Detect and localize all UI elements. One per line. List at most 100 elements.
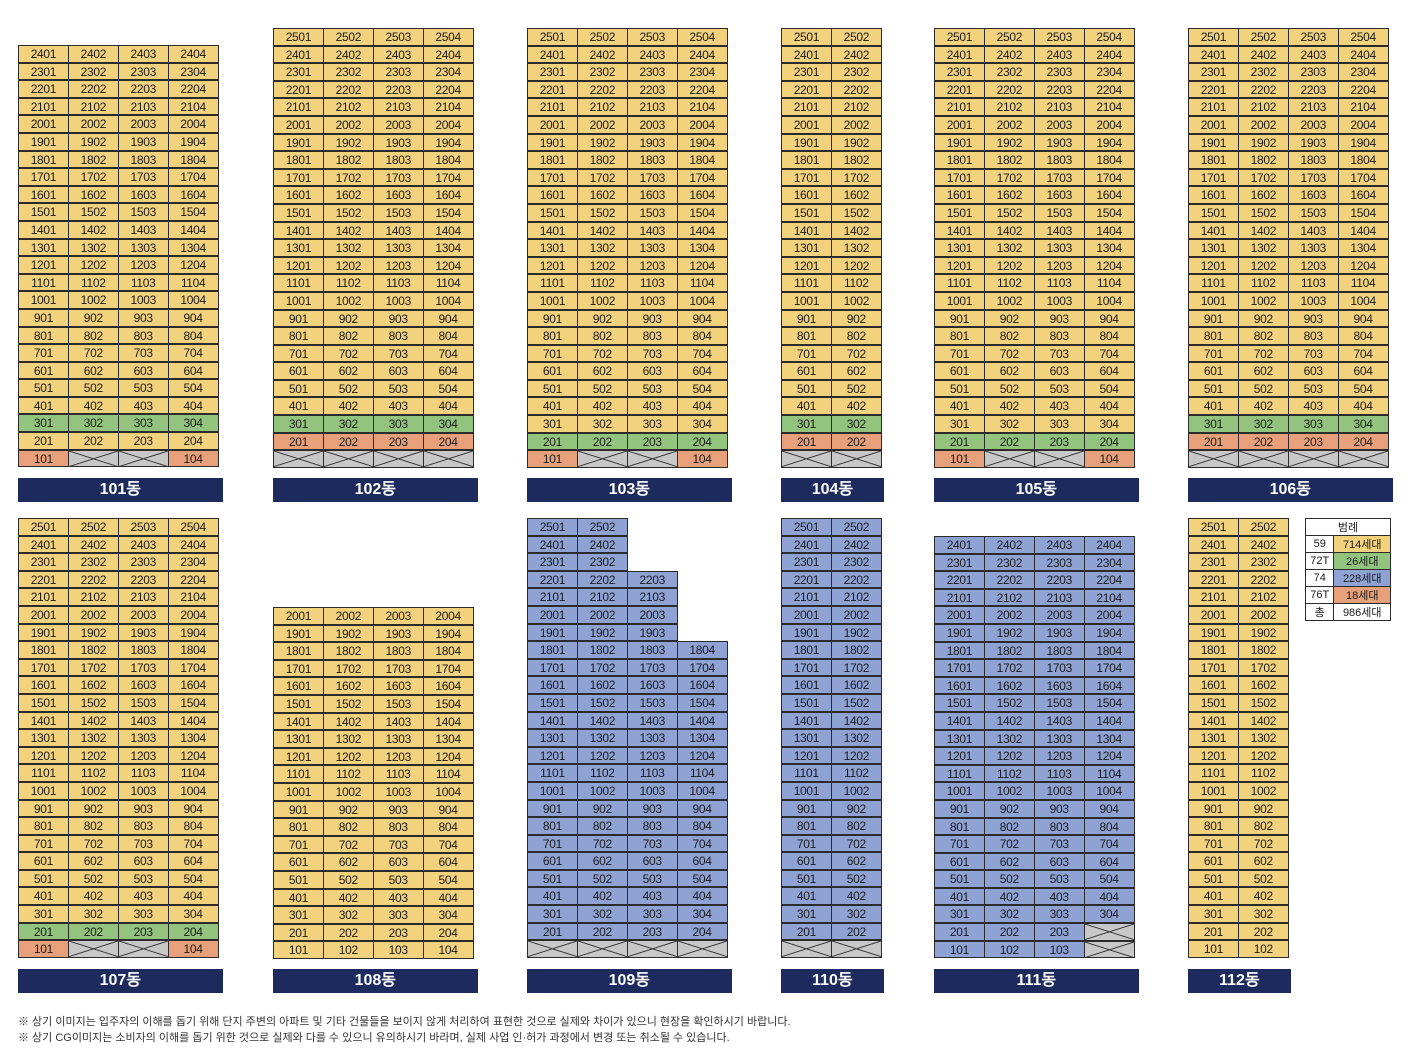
unit-cell: 702 (983, 344, 1035, 363)
unit-cell: 904 (1083, 799, 1135, 818)
unit-cell: 503 (1033, 870, 1085, 888)
unit-cell: 1803 (117, 641, 169, 659)
unit-cell: 1601 (934, 186, 985, 204)
unit-cell: 2404 (1083, 45, 1135, 64)
unit-cell: 2203 (626, 570, 678, 589)
floor-row: 201 202 203 204 (1188, 432, 1389, 451)
unit-cell: 603 (626, 852, 678, 870)
unit-cell: 502 (576, 379, 628, 398)
unit-cell: 2003 (626, 605, 678, 624)
unit-cell: 503 (117, 379, 169, 397)
unit-cell: 1202 (983, 747, 1035, 765)
floor-row: 201 202 203 204 (527, 432, 728, 451)
unit-cell: 503 (1033, 379, 1085, 398)
unit-cell: 1703 (372, 168, 424, 187)
unit-cell: 2202 (1237, 80, 1289, 99)
floor-row: 901 902 903 904 (934, 309, 1135, 328)
building-label: 107동 (18, 969, 223, 993)
unit-cell: 1304 (167, 729, 219, 747)
unit-cell: 1902 (322, 624, 374, 643)
unit-cell: 1901 (18, 132, 69, 151)
unit-cell: 2402 (67, 45, 119, 63)
unit-cell: 1101 (273, 274, 324, 292)
unit-cell: 201 (527, 432, 578, 451)
unit-cell: 1202 (576, 256, 628, 275)
floor-row: 401 402 403 404 (18, 396, 219, 415)
unit-cell: 1704 (676, 658, 728, 677)
floor-row: 201 202 203 204 (934, 432, 1135, 451)
floor-row: 1901 1902 1903 1904 (273, 133, 474, 152)
floor-row: 401 402 (781, 397, 882, 416)
unit-cell: 2301 (934, 63, 985, 81)
floor-row: 1101 1102 1103 1104 (273, 274, 474, 292)
unit-cell: 1002 (322, 291, 374, 310)
unit-cell: 601 (527, 852, 578, 870)
unit-cell: 2203 (1287, 80, 1339, 99)
unit-cell: 1001 (934, 291, 985, 310)
unit-cell: 2003 (117, 605, 169, 624)
unit-cell: 302 (1237, 905, 1289, 923)
floor-row: 901 902 (781, 799, 882, 818)
floor-row: 2101 2102 2103 2104 (18, 588, 219, 606)
unit-cell: 2302 (983, 553, 1035, 572)
floor-row: 2001 2002 2003 2004 (18, 605, 219, 624)
unit-cell: 2304 (676, 63, 728, 81)
unit-cell: 601 (18, 361, 69, 380)
floor-row: 1801 1802 1803 1804 (18, 641, 219, 659)
unit-cell: 1104 (167, 764, 219, 782)
unavailable-unit (1083, 923, 1135, 941)
floor-row: 501 502 (781, 379, 882, 398)
unit-cell: 701 (527, 344, 578, 363)
unit-cell: 402 (830, 397, 882, 416)
unit-cell: 404 (422, 888, 474, 907)
unit-cell: 2002 (983, 115, 1035, 134)
unit-cell: 402 (322, 397, 374, 416)
unit-cell: 1704 (422, 168, 474, 187)
floor-row: 2101 2102 (781, 588, 882, 606)
unit-cell: 704 (676, 834, 728, 853)
unit-cell: 1302 (1237, 239, 1289, 257)
floor-row: 601 602 603 604 (18, 852, 219, 870)
unit-cell: 1801 (934, 641, 985, 660)
unit-cell: 304 (167, 905, 219, 923)
unit-cell: 301 (18, 414, 69, 433)
floor-row: 101 104 (934, 450, 1135, 468)
unit-cell: 2202 (983, 80, 1035, 99)
floor-row: 1401 1402 1403 1404 (273, 221, 474, 240)
floor-row: 1601 1602 1603 1604 (527, 186, 728, 204)
unit-cell: 2502 (322, 28, 374, 46)
unit-cell: 1402 (576, 221, 628, 240)
floor-row: 1301 1302 1303 1304 (273, 730, 474, 748)
unit-cell: 1402 (983, 711, 1035, 730)
floor-row: 401 402 (1188, 887, 1289, 906)
floor-row: 501 502 503 504 (527, 379, 728, 398)
floor-row: 2301 2302 2303 2304 (18, 62, 219, 81)
unit-cell: 1502 (322, 694, 374, 713)
floor-row: 1301 1302 (781, 239, 882, 257)
floor-row: 1701 1702 1703 1704 (527, 658, 728, 677)
unit-cell: 801 (1188, 327, 1239, 345)
floor-row: 1201 1202 1203 1204 (527, 746, 728, 765)
unit-cell: 2301 (1188, 63, 1239, 81)
floor-row: 1801 1802 1803 1804 (934, 641, 1135, 660)
unit-cell: 403 (1287, 397, 1339, 416)
unit-cell: 502 (830, 379, 882, 398)
floor-row: 801 802 (781, 817, 882, 835)
unit-cell: 303 (372, 415, 424, 433)
floor-row: 1901 1902 1903 1904 (934, 623, 1135, 642)
unit-cell: 702 (983, 835, 1035, 853)
unavailable-unit (372, 450, 424, 468)
unit-cell: 1403 (1033, 711, 1085, 730)
unit-cell: 504 (167, 379, 219, 397)
unit-cell: 803 (372, 327, 424, 345)
unit-cell: 602 (67, 852, 119, 870)
unit-cell: 202 (983, 432, 1035, 451)
unit-cell: 301 (527, 415, 578, 433)
floor-row: 1801 1802 (781, 151, 882, 169)
floor-row: 2101 2102 (781, 98, 882, 116)
unit-cell: 101 (18, 449, 69, 468)
unit-cell: 1202 (830, 746, 882, 765)
unit-cell: 2201 (273, 80, 324, 99)
unit-cell: 1904 (422, 624, 474, 643)
unit-cell: 1902 (830, 623, 882, 642)
